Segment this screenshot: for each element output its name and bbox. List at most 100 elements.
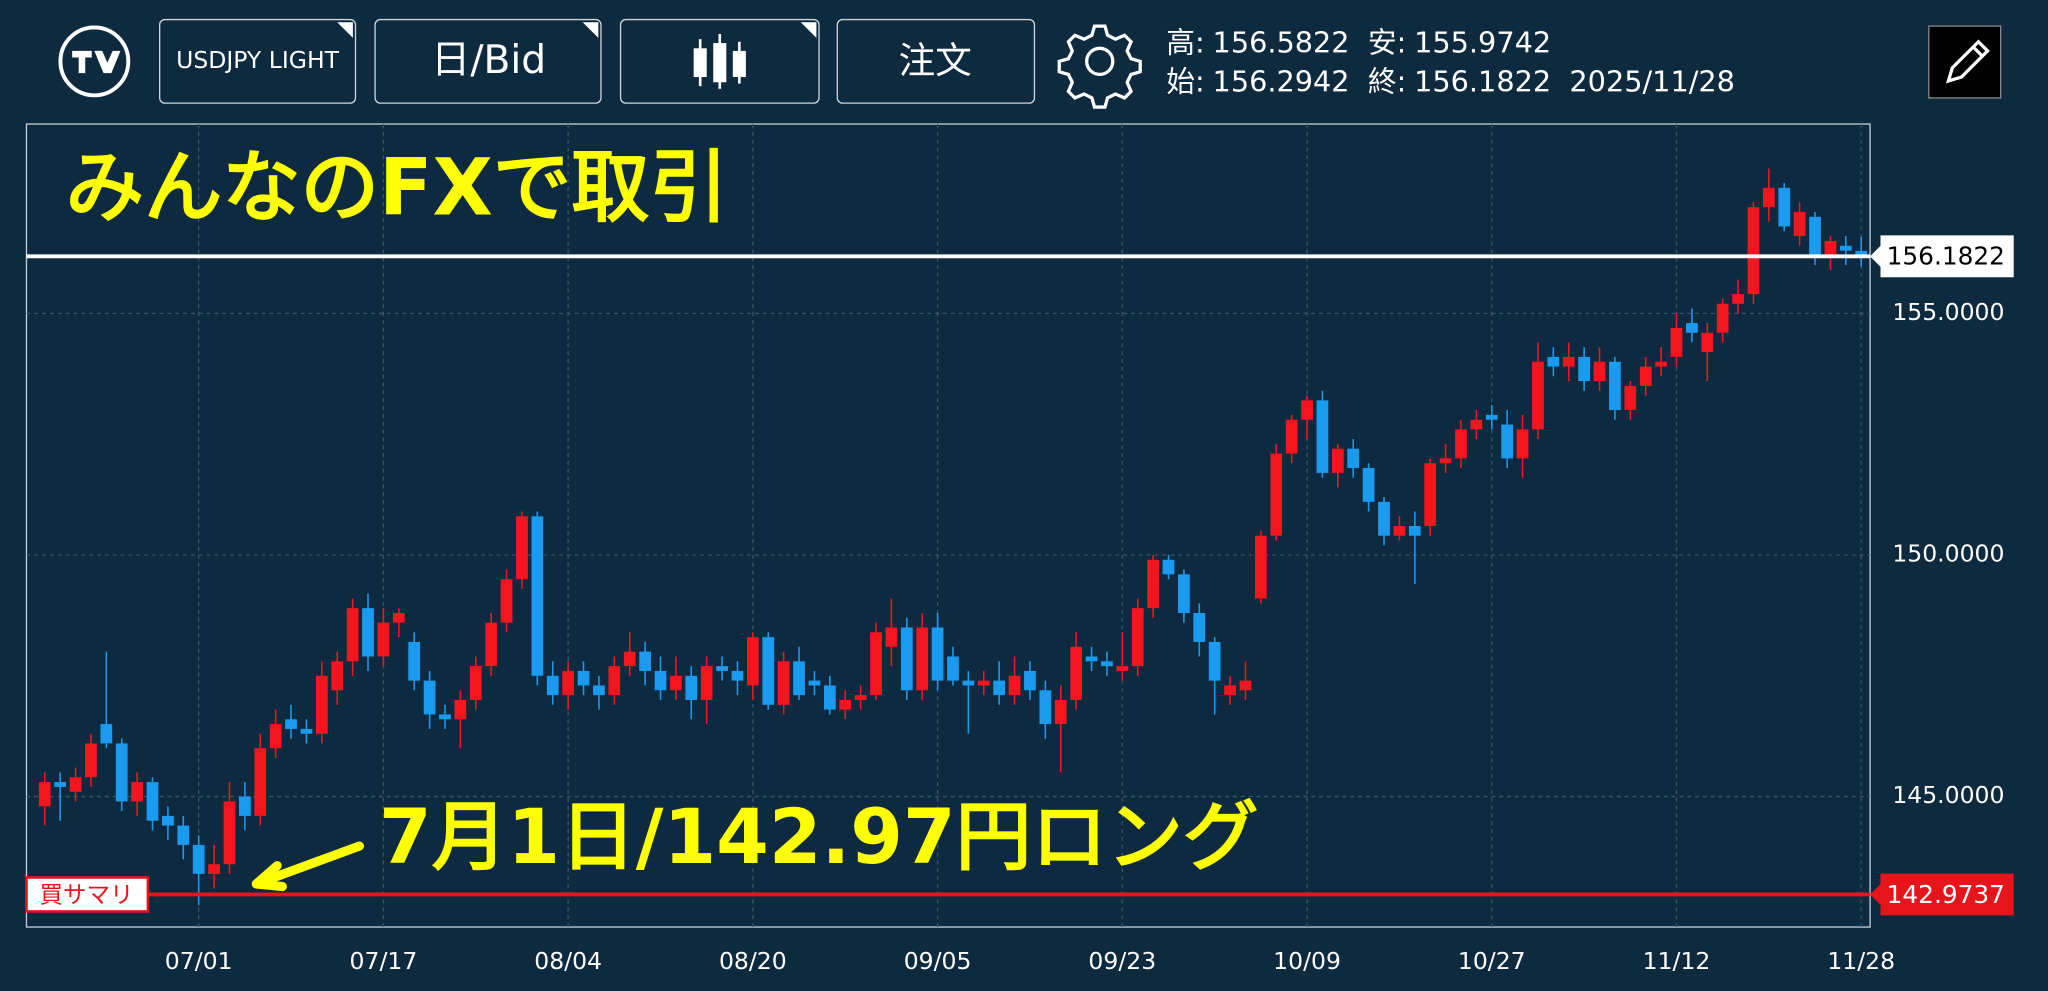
- candle-body: [1609, 361, 1621, 411]
- settings-icon[interactable]: [1057, 24, 1142, 109]
- candle-body: [1424, 463, 1437, 527]
- annotation-note: 7月1日/142.97円ロング: [379, 793, 1259, 881]
- candle-body: [1547, 356, 1560, 367]
- timeframe: 日/Bid: [431, 38, 546, 83]
- logo-glyph: [72, 50, 121, 74]
- candle-icon: [693, 33, 746, 89]
- candle-body: [700, 666, 713, 700]
- candle-body: [1378, 501, 1390, 536]
- label: 高:: [1166, 25, 1204, 59]
- candle-body: [1762, 187, 1775, 208]
- candle-body: [900, 627, 913, 691]
- candle-body: [146, 782, 159, 821]
- candle-body: [1824, 240, 1837, 256]
- candle-body: [1578, 356, 1591, 382]
- candle-body: [1070, 646, 1083, 700]
- candle-body: [1393, 526, 1406, 536]
- plot: 145.0000 150.0000 155.0000 07/01 07/17 08/04 0…: [25, 124, 2014, 975]
- candle-body: [854, 695, 867, 700]
- candle-body: [1316, 400, 1329, 473]
- order-button[interactable]: [836, 18, 1036, 104]
- value: 156.5822: [1213, 25, 1350, 59]
- candle-body: [1285, 419, 1298, 454]
- candle-body: [38, 782, 51, 807]
- candle-body: [731, 670, 744, 681]
- candle-body: [485, 622, 498, 667]
- label: 安:: [1368, 25, 1406, 59]
- label: 始:: [1166, 65, 1204, 99]
- candle-body: [1347, 448, 1360, 469]
- candle-body: [1470, 419, 1483, 430]
- x-tick-label: 08/04: [534, 947, 602, 975]
- candle-body: [254, 748, 267, 816]
- candle-body: [1732, 294, 1744, 304]
- candle-body: [1655, 361, 1667, 367]
- candle-body: [1085, 656, 1098, 662]
- candle-body: [1131, 608, 1144, 667]
- ohlc-info: 高: 156.5822 安: 155.9742: [1166, 25, 1551, 59]
- candle-body: [839, 699, 852, 710]
- x-tick-label: 10/27: [1458, 947, 1526, 975]
- value: 156.2942: [1213, 65, 1350, 99]
- candle-body: [793, 661, 805, 696]
- x-tick-label: 10/09: [1273, 947, 1341, 975]
- candle-body: [115, 743, 128, 802]
- candle-body: [1686, 323, 1698, 333]
- candle-body: [931, 627, 944, 681]
- candle-body: [1716, 303, 1729, 333]
- candle-body: [654, 670, 667, 691]
- candle-body: [331, 661, 344, 691]
- candle-body: [346, 608, 359, 662]
- candle-body: [962, 680, 975, 686]
- symbol: USDJPY LIGHT: [176, 46, 340, 74]
- candle-body: [1024, 670, 1036, 691]
- candle-body: [362, 608, 374, 657]
- candle-body: [993, 680, 1006, 696]
- candle-body: [85, 743, 97, 778]
- pencil-icon: [1945, 39, 1990, 84]
- timeframe-button[interactable]: [374, 18, 602, 104]
- summary-tag: [25, 876, 150, 913]
- label: 終:: [1368, 65, 1406, 99]
- price-tag-label: 156.1822: [1887, 242, 2005, 271]
- candle-body: [885, 627, 898, 647]
- candle-body: [1362, 468, 1375, 502]
- draw-button[interactable]: [1928, 25, 2002, 99]
- toolbar: USDJPY LIGHT 日/Bid 注文 高: 156.5822 安: 155.97…: [58, 18, 2002, 109]
- candle-body: [1147, 559, 1159, 609]
- date: 2025/11/28: [1569, 65, 1735, 99]
- price-tag-label: 142.9737: [1887, 880, 2005, 909]
- y-tick-label: 145.0000: [1892, 781, 2004, 809]
- price-tag: [1870, 873, 2014, 916]
- x-tick-label: 09/05: [904, 947, 972, 975]
- candle-body: [454, 699, 467, 720]
- symbol-button[interactable]: [158, 18, 357, 104]
- candle-body: [69, 777, 82, 792]
- candle-body: [1701, 332, 1714, 353]
- candle-body: [1593, 361, 1606, 382]
- x-tick-label: 11/28: [1827, 947, 1895, 975]
- candle-body: [546, 675, 559, 696]
- ohlc-info: 始: 156.2942 終: 156.1822 2025/11/28: [1166, 65, 1735, 99]
- candle-body: [1101, 661, 1113, 667]
- candle-body: [439, 714, 451, 720]
- candle-body: [870, 632, 882, 696]
- candle-body: [1793, 211, 1806, 237]
- candle-body: [1778, 187, 1791, 227]
- corner: [337, 22, 353, 38]
- candle-body: [1855, 250, 1868, 257]
- candle-body: [1455, 429, 1467, 459]
- value: 156.1822: [1414, 65, 1551, 99]
- candle-body: [1178, 574, 1190, 613]
- candle-body: [808, 680, 821, 686]
- candle-body: [1516, 429, 1529, 459]
- candle-body: [1224, 685, 1236, 696]
- candle-body: [516, 516, 528, 580]
- candle-body: [1301, 400, 1313, 420]
- candle-body: [1008, 675, 1021, 696]
- logo[interactable]: [58, 25, 131, 98]
- candle-body: [1485, 414, 1498, 420]
- candle-body: [1624, 385, 1637, 411]
- chart-type-button[interactable]: [619, 18, 820, 104]
